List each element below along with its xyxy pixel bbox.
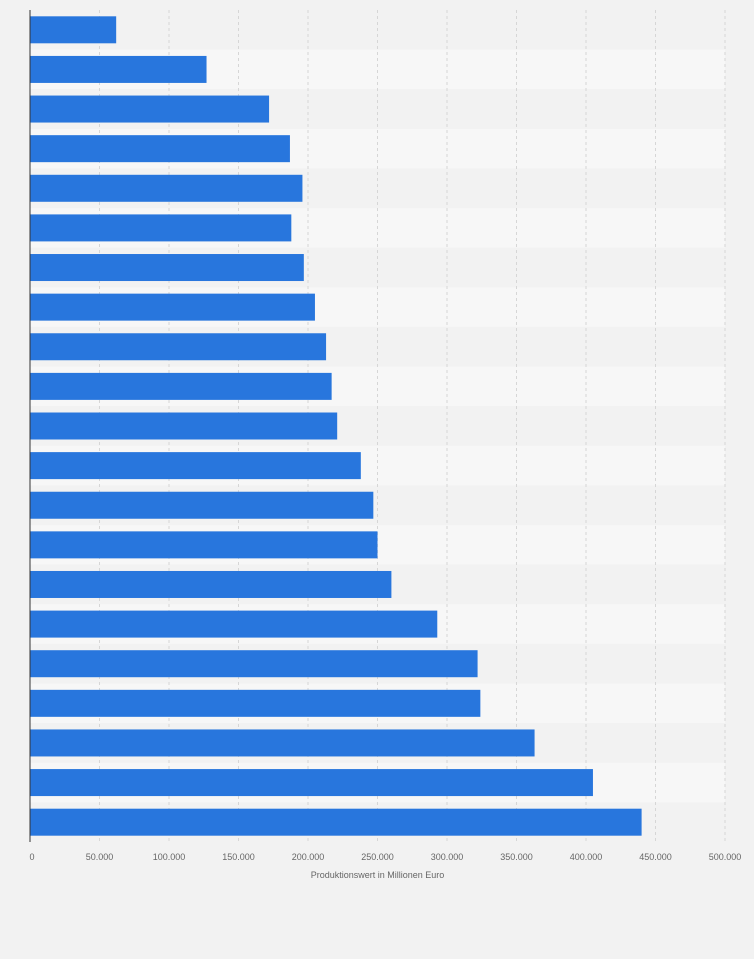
bar[interactable]: [30, 769, 593, 797]
x-tick-label: 450.000: [639, 852, 672, 862]
bar[interactable]: [30, 174, 303, 202]
bar[interactable]: [30, 570, 392, 598]
x-tick-label: 350.000: [500, 852, 533, 862]
bar[interactable]: [30, 650, 478, 678]
bar[interactable]: [30, 254, 304, 282]
x-tick-label: 250.000: [361, 852, 394, 862]
x-tick-label: 100.000: [153, 852, 186, 862]
bar[interactable]: [30, 729, 535, 757]
bar[interactable]: [30, 333, 327, 361]
bar[interactable]: [30, 214, 292, 242]
x-tick-label: 400.000: [570, 852, 603, 862]
x-tick-label: 200.000: [292, 852, 325, 862]
bar[interactable]: [30, 610, 438, 638]
bar[interactable]: [30, 55, 207, 83]
bar[interactable]: [30, 95, 270, 123]
bar[interactable]: [30, 412, 338, 440]
bar[interactable]: [30, 531, 378, 559]
bars: [30, 16, 642, 836]
bar[interactable]: [30, 452, 361, 480]
bar[interactable]: [30, 293, 315, 321]
x-axis-title: Produktionswert in Millionen Euro: [311, 870, 445, 880]
bar[interactable]: [30, 689, 481, 717]
x-tick-label: 0: [29, 852, 34, 862]
bar[interactable]: [30, 808, 642, 836]
x-axis-ticks: 0 50.000 100.000 150.000 200.000 250.000 300.0…: [29, 852, 741, 862]
bar[interactable]: [30, 491, 374, 519]
x-tick-label: 50.000: [86, 852, 114, 862]
bar[interactable]: [30, 16, 117, 44]
x-tick-label: 150.000: [222, 852, 255, 862]
x-tick-label: 500.000: [709, 852, 742, 862]
bar[interactable]: [30, 372, 332, 400]
bar[interactable]: [30, 135, 290, 163]
x-tick-label: 300.000: [431, 852, 464, 862]
